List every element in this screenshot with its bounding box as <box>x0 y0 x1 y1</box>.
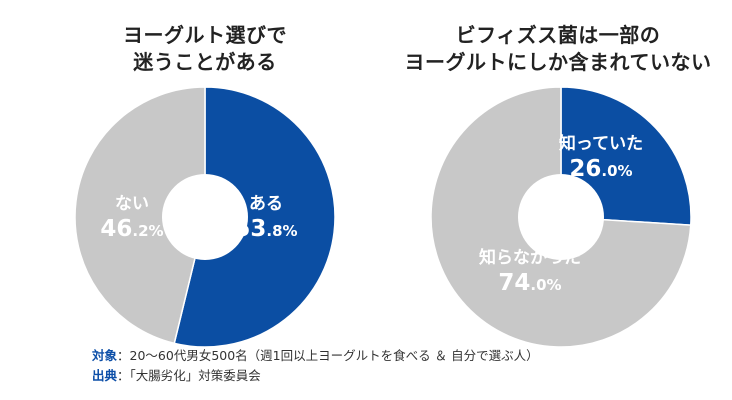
chart-title-line-1: ヨーグルト選びで <box>123 23 287 47</box>
slice-value-label: 53.8% <box>234 216 297 242</box>
note-source: 出典：「大腸劣化」対策委員会 <box>92 366 539 386</box>
chart-yogurt-hesitation: ヨーグルト選びで 迷うことがある ある 53.8% ない 46.2% <box>22 0 388 348</box>
slice-value-label: 46.2% <box>100 216 163 242</box>
chart-title-line-1: ビフィズス菌は一部の <box>455 23 661 47</box>
note-source-key: 出典 <box>92 368 118 383</box>
note-target-text: ：20～60代男女500名（週1回以上ヨーグルトを食べる ＆ 自分で選ぶ人） <box>117 348 539 363</box>
donut-hole <box>162 174 248 260</box>
slice-label: 知らなかった <box>478 247 581 268</box>
chart-title-line-2: ヨーグルトにしか含まれていない <box>404 50 712 74</box>
donut-hole <box>518 174 604 260</box>
note-source-text: ：「大腸劣化」対策委員会 <box>117 368 261 383</box>
slice-label: 知っていた <box>558 133 643 154</box>
chart-title: ビフィズス菌は一部の ヨーグルトにしか含まれていない <box>375 22 732 76</box>
note-target-key: 対象 <box>92 348 118 363</box>
note-target: 対象：20～60代男女500名（週1回以上ヨーグルトを食べる ＆ 自分で選ぶ人） <box>92 346 539 366</box>
slice-value-label: 26.0% <box>569 156 632 182</box>
slice-primary <box>173 86 336 348</box>
chart-bifidobacteria-awareness: ビフィズス菌は一部の ヨーグルトにしか含まれていない 知っていた 26.0% 知らな… <box>375 0 732 348</box>
slice-value-label: 74.0% <box>498 270 561 296</box>
footnotes: 対象：20～60代男女500名（週1回以上ヨーグルトを食べる ＆ 自分で選ぶ人）… <box>92 346 539 386</box>
chart-title: ヨーグルト選びで 迷うことがある <box>22 22 388 76</box>
slice-label: ない <box>115 194 149 214</box>
slice-label: ある <box>249 194 283 214</box>
chart-title-line-2: 迷うことがある <box>133 50 277 74</box>
slice-secondary <box>74 86 206 345</box>
